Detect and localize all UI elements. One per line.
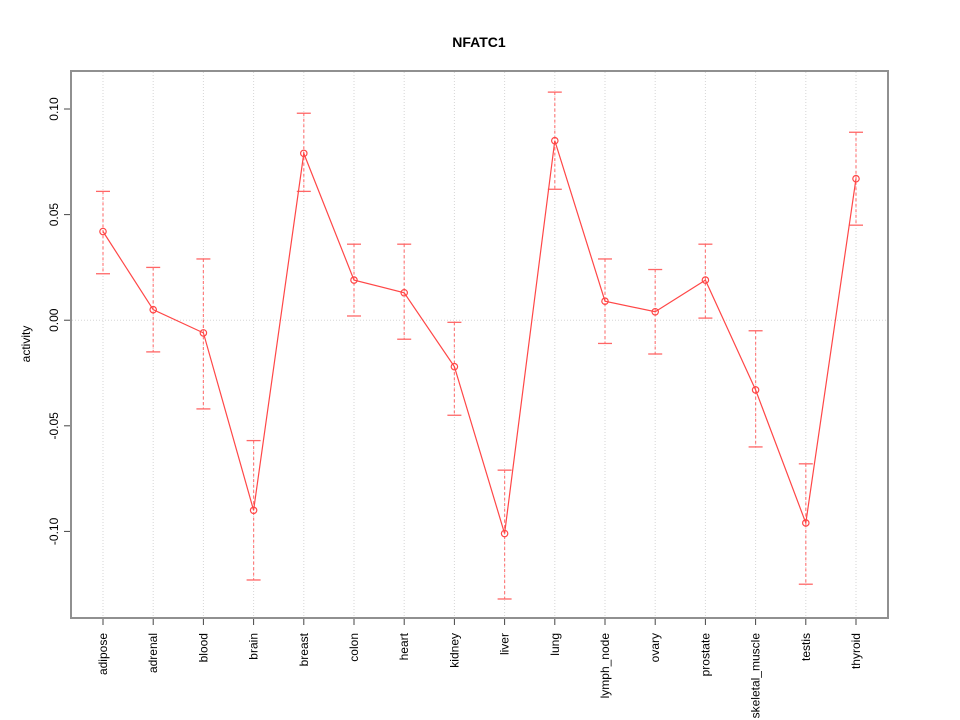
x-tick-label: lymph_node (598, 633, 612, 699)
x-tick-label: blood (196, 633, 210, 662)
x-tick-label: brain (247, 633, 261, 660)
x-tick-label: liver (498, 633, 512, 655)
x-tick-label: thyroid (849, 633, 863, 669)
plot-border (70, 70, 889, 619)
x-tick-label: prostate (698, 633, 712, 677)
data-point (852, 174, 860, 183)
data-point (299, 149, 308, 158)
y-tick-label: 0.10 (47, 97, 61, 121)
grid-layer (72, 72, 887, 617)
data-point (450, 362, 459, 371)
series-line (102, 140, 857, 534)
data-point (99, 227, 107, 236)
data-point (500, 529, 509, 538)
y-axis-label: activity (19, 326, 33, 363)
y-tick-label: -0.10 (47, 517, 61, 545)
chart-title: NFATC1 (452, 34, 506, 50)
y-tick-label: 0.05 (47, 203, 61, 227)
y-tick-label: 0.00 (47, 308, 61, 332)
y-tick-label: -0.05 (47, 412, 61, 440)
x-tick-label: colon (347, 633, 361, 662)
x-tick-label: testis (799, 633, 813, 661)
data-point (701, 276, 710, 284)
data-point (149, 305, 158, 314)
x-tick-label: adrenal (146, 633, 160, 673)
data-layer (96, 91, 863, 600)
x-tick-label: skeletal_muscle (749, 633, 763, 719)
data-point (751, 386, 760, 394)
x-tick-label: kidney (447, 633, 461, 668)
data-point (550, 136, 559, 145)
data-point (651, 307, 660, 316)
x-tick-label: heart (397, 632, 411, 660)
data-point (400, 288, 409, 297)
x-tick-label: breast (297, 632, 311, 666)
axis-layer: adipose adrenal blood brain breast colon heart… (47, 70, 889, 719)
data-point (601, 297, 609, 306)
data-point (350, 276, 358, 284)
x-tick-label: lung (548, 633, 562, 656)
x-tick-label: ovary (648, 633, 662, 662)
x-tick-label: adipose (96, 633, 110, 675)
data-point (199, 329, 208, 337)
data-point (249, 506, 258, 515)
data-point (801, 519, 810, 527)
